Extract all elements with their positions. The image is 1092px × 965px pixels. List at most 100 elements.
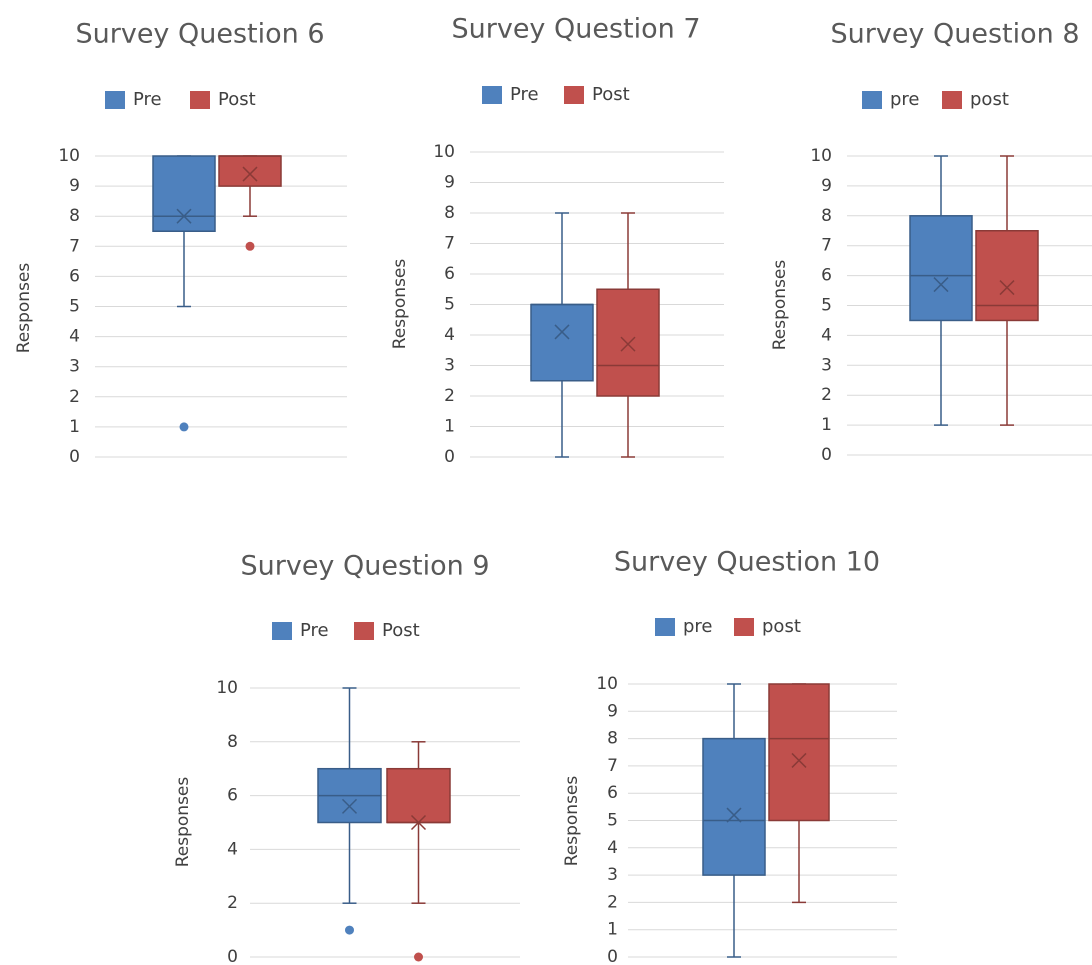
legend-swatch — [105, 91, 125, 109]
box-pre — [702, 737, 766, 876]
y-tick-label: 5 — [607, 811, 618, 831]
y-tick-label: 0 — [227, 947, 238, 965]
y-tick-label: 9 — [821, 176, 832, 196]
y-tick-label: 0 — [69, 447, 80, 467]
y-tick-label: 6 — [444, 264, 455, 284]
y-tick-label: 3 — [607, 865, 618, 885]
legend-label: pre — [683, 616, 713, 637]
outlier-point — [414, 952, 423, 962]
outlier-point — [179, 422, 189, 432]
y-tick-label: 10 — [596, 674, 618, 694]
y-tick-label: 4 — [821, 325, 832, 345]
y-tick-label: 1 — [821, 415, 832, 435]
y-tick-label: 7 — [607, 756, 618, 776]
legend-label: pre — [890, 89, 920, 110]
y-tick-label: 5 — [444, 295, 455, 315]
mean-marker — [554, 324, 570, 340]
chart-title: Survey Question 10 — [614, 547, 880, 578]
chart-title: Survey Question 7 — [451, 14, 700, 45]
y-axis-label: Responses — [562, 776, 582, 867]
y-tick-label: 8 — [69, 206, 80, 226]
legend-swatch — [734, 618, 754, 636]
legend-swatch — [942, 91, 962, 109]
y-tick-label: 9 — [444, 173, 455, 193]
y-tick-label: 6 — [227, 786, 238, 806]
box-post — [768, 683, 830, 822]
legend-label: Post — [382, 620, 420, 641]
y-axis-label: Responses — [173, 777, 193, 868]
y-tick-label: 5 — [69, 297, 80, 317]
y-tick-label: 3 — [821, 355, 832, 375]
y-tick-label: 9 — [607, 701, 618, 721]
box-post — [386, 767, 451, 824]
mean-marker — [176, 208, 192, 224]
chart-title: Survey Question 8 — [830, 19, 1079, 50]
y-tick-label: 1 — [444, 417, 455, 437]
legend-label: Pre — [300, 620, 329, 641]
legend-swatch — [190, 91, 210, 109]
mean-marker — [999, 280, 1015, 296]
box-post — [975, 230, 1039, 322]
y-tick-label: 8 — [821, 206, 832, 226]
y-tick-label: 6 — [607, 783, 618, 803]
y-axis-label: Responses — [14, 263, 34, 354]
y-tick-label: 7 — [69, 236, 80, 256]
y-tick-label: 7 — [821, 236, 832, 256]
box-pre — [152, 155, 216, 232]
y-tick-label: 4 — [444, 325, 455, 345]
y-tick-label: 0 — [821, 445, 832, 465]
y-tick-label: 0 — [607, 947, 618, 965]
chart-title: Survey Question 6 — [75, 19, 324, 50]
box-post — [596, 288, 660, 397]
y-tick-label: 3 — [69, 357, 80, 377]
y-tick-label: 6 — [69, 266, 80, 286]
y-tick-label: 1 — [69, 417, 80, 437]
mean-marker — [620, 336, 636, 352]
mean-marker — [410, 814, 427, 831]
mean-marker — [933, 277, 949, 293]
chart-title: Survey Question 9 — [240, 551, 489, 582]
mean-marker — [341, 798, 358, 814]
legend-label: post — [762, 616, 801, 637]
legend-label: Post — [592, 84, 630, 105]
y-tick-label: 8 — [227, 732, 238, 752]
y-tick-label: 2 — [821, 385, 832, 405]
y-tick-label: 10 — [58, 146, 80, 166]
legend-swatch — [482, 86, 502, 104]
legend-swatch — [272, 622, 292, 640]
box-pre — [530, 303, 594, 382]
y-axis-label: Responses — [770, 260, 790, 351]
y-tick-label: 10 — [810, 146, 832, 166]
y-tick-label: 3 — [444, 356, 455, 376]
y-tick-label: 8 — [607, 729, 618, 749]
mean-marker — [791, 752, 807, 768]
y-tick-label: 10 — [216, 678, 238, 698]
legend-swatch — [354, 622, 374, 640]
legend-label: post — [970, 89, 1009, 110]
y-tick-label: 7 — [444, 234, 455, 254]
mean-marker — [242, 166, 258, 182]
y-tick-label: 4 — [227, 839, 238, 859]
legend-swatch — [655, 618, 675, 636]
y-tick-label: 8 — [444, 203, 455, 223]
y-tick-label: 1 — [607, 920, 618, 940]
outlier-point — [345, 925, 354, 935]
y-tick-label: 9 — [69, 176, 80, 196]
y-tick-label: 6 — [821, 266, 832, 286]
y-tick-label: 10 — [433, 142, 455, 162]
box-pre — [909, 215, 973, 322]
y-tick-label: 2 — [607, 892, 618, 912]
y-tick-label: 0 — [444, 447, 455, 467]
outlier-point — [245, 241, 255, 251]
mean-marker — [726, 807, 742, 823]
legend-label: Post — [218, 89, 256, 110]
legend-label: Pre — [133, 89, 162, 110]
y-tick-label: 5 — [821, 296, 832, 316]
legend-label: Pre — [510, 84, 539, 105]
y-tick-label: 2 — [444, 386, 455, 406]
y-tick-label: 4 — [607, 838, 618, 858]
box-post — [218, 155, 282, 187]
legend-swatch — [564, 86, 584, 104]
y-tick-label: 2 — [69, 387, 80, 407]
